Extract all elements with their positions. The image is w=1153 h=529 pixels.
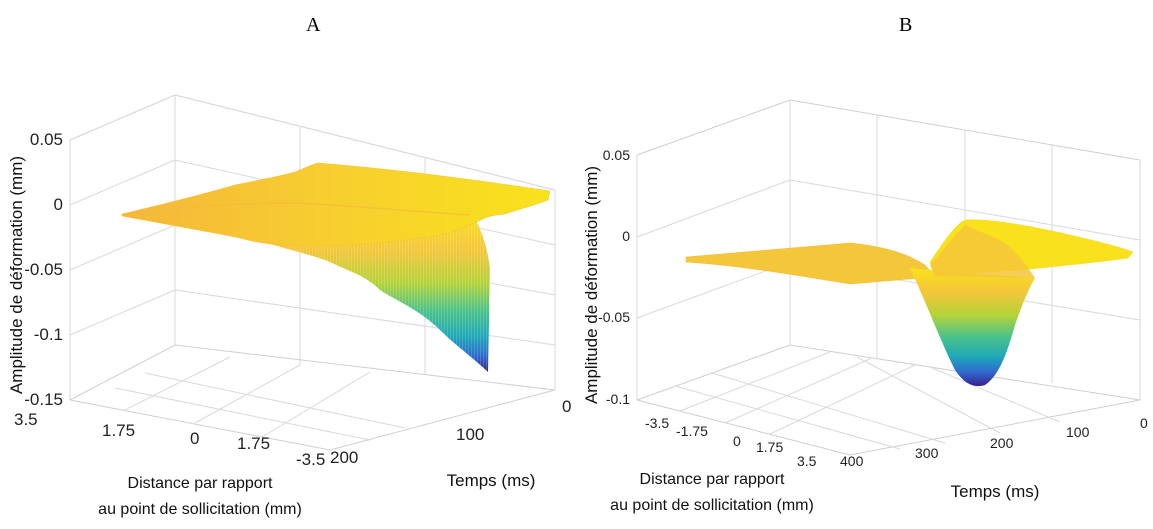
panel-a-x-tick: 0 — [190, 429, 199, 448]
panel-a-z-tick: 0.05 — [30, 130, 63, 149]
panel-b-x-tick: -1.75 — [676, 423, 708, 439]
panel-a-x-axis-title-line2: au point de sollicitation (mm) — [98, 501, 302, 518]
panel-a: 0.05 0 -0.05 -0.1 -0.15 3.5 1.75 0 1.75 … — [7, 94, 571, 518]
panel-a-y-tick: 100 — [456, 425, 484, 444]
panel-label-b: B — [899, 14, 913, 36]
panel-a-z-axis-title: Amplitude de déformation (mm) — [7, 156, 26, 394]
panel-a-x-tick: 1.75 — [237, 434, 270, 453]
panel-b-surface-flat — [685, 242, 934, 285]
panel-b-x-axis-title-line1: Distance par rapport — [640, 471, 786, 488]
panel-b: 0.05 0 -0.05 -0.1 -3.5 -1.75 0 1.75 3.5 … — [582, 99, 1148, 514]
panel-a-surface-top — [121, 162, 551, 247]
panel-b-y-tick: 0 — [1140, 415, 1148, 431]
panel-a-x-axis-title-line1: Distance par rapport — [128, 475, 274, 492]
panel-b-x-tick: 1.75 — [756, 439, 783, 455]
panel-b-z-tick: 0 — [622, 228, 630, 244]
panel-b-z-tick: -0.1 — [606, 391, 630, 407]
panel-b-y-tick: 200 — [990, 435, 1014, 451]
panel-b-x-tick: -3.5 — [645, 415, 669, 431]
panel-a-z-tick: -0.1 — [34, 325, 63, 344]
panel-b-z-ticks: 0.05 0 -0.05 -0.1 — [598, 147, 630, 407]
panel-a-y-tick: 0 — [562, 397, 571, 416]
panel-a-z-tick: -0.05 — [24, 260, 63, 279]
panel-label-a: A — [306, 14, 321, 36]
panel-a-y-axis-title: Temps (ms) — [447, 471, 536, 490]
panel-a-x-ticks: 3.5 1.75 0 1.75 -3.5 — [14, 410, 325, 469]
panel-a-y-tick: 200 — [330, 448, 358, 467]
panel-b-x-ticks: -3.5 -1.75 0 1.75 3.5 — [645, 415, 817, 469]
panel-b-surface-trough — [910, 268, 1035, 387]
panel-a-z-tick: 0 — [54, 195, 63, 214]
panel-b-x-tick: 0 — [733, 433, 741, 449]
panel-a-x-tick: -3.5 — [296, 450, 325, 469]
panel-a-x-tick: 3.5 — [14, 410, 38, 429]
panel-b-y-ticks: 400 300 200 100 0 — [840, 415, 1148, 469]
panel-b-z-axis-title: Amplitude de déformation (mm) — [582, 166, 601, 404]
panel-b-x-axis-title-line2: au point de sollicitation (mm) — [610, 497, 814, 514]
panel-b-z-tick: -0.05 — [598, 309, 630, 325]
panel-b-y-tick: 400 — [840, 453, 864, 469]
panel-a-z-ticks: 0.05 0 -0.05 -0.1 -0.15 — [24, 130, 63, 409]
panel-a-z-tick: -0.15 — [24, 390, 63, 409]
panel-b-y-tick: 100 — [1066, 424, 1090, 440]
panel-b-y-tick: 300 — [915, 445, 939, 461]
panel-a-x-tick: 1.75 — [102, 421, 135, 440]
panel-a-y-ticks: 200 100 0 — [330, 397, 571, 467]
panel-b-z-tick: 0.05 — [603, 147, 630, 163]
panel-b-x-tick: 3.5 — [797, 453, 817, 469]
panel-b-y-axis-title: Temps (ms) — [951, 482, 1040, 501]
